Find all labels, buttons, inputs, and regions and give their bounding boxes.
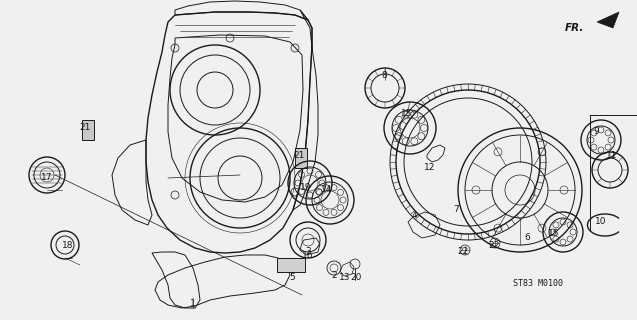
Text: 2: 2 (331, 271, 337, 281)
Text: 18: 18 (62, 241, 74, 250)
Text: 9: 9 (593, 126, 599, 135)
Text: 1: 1 (190, 300, 196, 308)
Text: 12: 12 (424, 164, 436, 172)
Text: 21: 21 (80, 124, 90, 132)
Text: 8: 8 (381, 70, 387, 79)
Text: 7: 7 (453, 205, 459, 214)
Text: 22: 22 (489, 242, 499, 251)
Text: FR.: FR. (564, 23, 584, 33)
Text: 14: 14 (321, 186, 333, 195)
Text: 15: 15 (548, 228, 560, 237)
Text: 16: 16 (302, 252, 314, 260)
Text: ST83 M0100: ST83 M0100 (513, 278, 563, 287)
Bar (295, 148, 307, 168)
Text: 3: 3 (305, 246, 311, 255)
Text: 4: 4 (412, 212, 417, 220)
Bar (277, 258, 305, 272)
Text: 13: 13 (340, 274, 351, 283)
Text: 22: 22 (457, 247, 469, 257)
Text: 20: 20 (350, 274, 362, 283)
Text: 19: 19 (300, 182, 311, 191)
Polygon shape (597, 12, 619, 28)
Text: 6: 6 (524, 233, 530, 242)
Text: 11: 11 (606, 150, 618, 159)
Text: 21: 21 (293, 150, 304, 159)
Text: 15: 15 (401, 108, 413, 117)
Text: 5: 5 (289, 274, 295, 283)
Bar (82, 120, 94, 140)
Text: 17: 17 (41, 173, 53, 182)
Text: 10: 10 (595, 218, 607, 227)
